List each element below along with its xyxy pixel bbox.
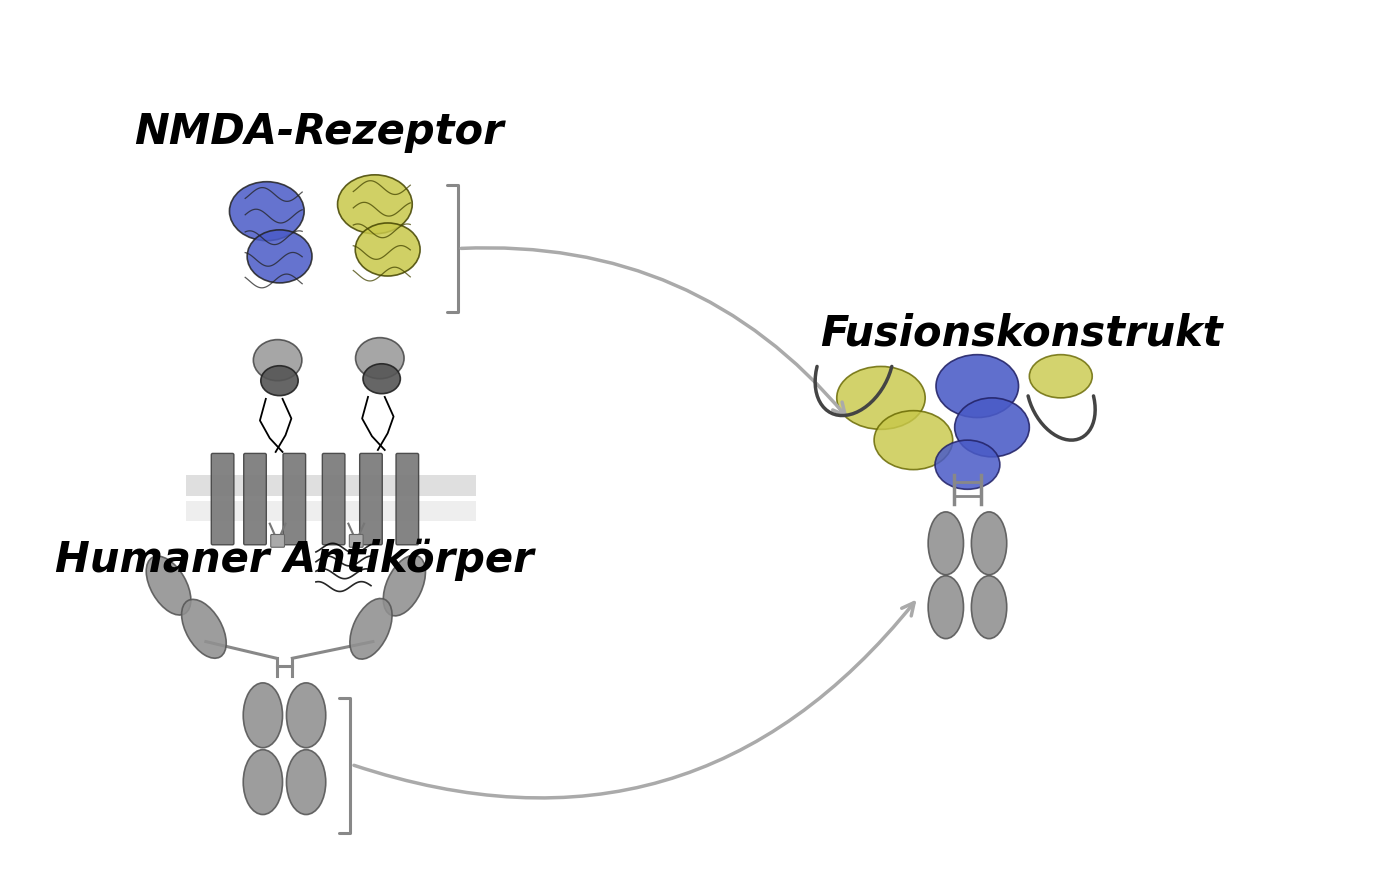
Text: Fusionskonstrukt: Fusionskonstrukt — [820, 313, 1222, 355]
Ellipse shape — [936, 355, 1018, 418]
Ellipse shape — [350, 599, 392, 659]
Ellipse shape — [356, 223, 419, 276]
FancyBboxPatch shape — [283, 453, 306, 545]
Ellipse shape — [928, 576, 964, 639]
Ellipse shape — [935, 440, 1000, 489]
Ellipse shape — [928, 512, 964, 574]
Ellipse shape — [253, 340, 301, 381]
FancyBboxPatch shape — [211, 453, 233, 545]
Ellipse shape — [261, 366, 299, 396]
FancyArrowPatch shape — [461, 248, 846, 416]
Ellipse shape — [356, 338, 404, 379]
Bar — [186, 501, 476, 521]
Ellipse shape — [229, 182, 304, 241]
Ellipse shape — [243, 683, 282, 747]
Text: NMDA-Rezeptor: NMDA-Rezeptor — [135, 111, 504, 153]
Ellipse shape — [874, 410, 953, 470]
Ellipse shape — [1029, 355, 1092, 398]
Ellipse shape — [286, 683, 326, 747]
Ellipse shape — [971, 576, 1007, 639]
Ellipse shape — [954, 398, 1029, 457]
FancyBboxPatch shape — [322, 453, 344, 545]
Ellipse shape — [383, 556, 425, 616]
Text: Humaner Antikörper: Humaner Antikörper — [56, 538, 533, 581]
Ellipse shape — [971, 512, 1007, 574]
Ellipse shape — [338, 175, 413, 234]
FancyArrowPatch shape — [354, 602, 914, 798]
FancyBboxPatch shape — [350, 535, 363, 547]
FancyBboxPatch shape — [271, 535, 285, 547]
Bar — [186, 475, 476, 496]
Ellipse shape — [363, 364, 400, 393]
Ellipse shape — [146, 556, 190, 615]
Ellipse shape — [247, 230, 313, 283]
FancyBboxPatch shape — [243, 453, 267, 545]
Ellipse shape — [836, 366, 925, 429]
Ellipse shape — [286, 750, 326, 814]
Ellipse shape — [243, 750, 282, 814]
FancyBboxPatch shape — [396, 453, 418, 545]
FancyBboxPatch shape — [360, 453, 382, 545]
Ellipse shape — [182, 599, 226, 659]
